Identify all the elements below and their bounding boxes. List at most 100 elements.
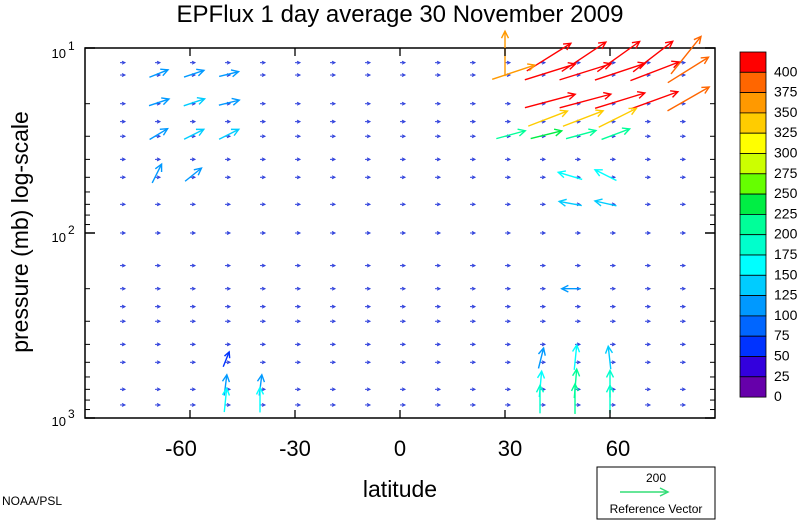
ep-flux-vector-head — [570, 382, 580, 392]
weak-vector — [260, 134, 267, 139]
weak-vector-head — [576, 263, 582, 268]
weak-vector-head — [331, 157, 337, 162]
weak-vector — [540, 286, 547, 291]
ep-flux-vector-head — [595, 109, 605, 118]
weak-vector — [435, 360, 442, 365]
ep-flux-vector — [537, 346, 546, 369]
weak-vector-head — [471, 231, 477, 235]
weak-vector — [540, 175, 547, 180]
weak-vector — [365, 387, 372, 392]
weak-vector — [540, 342, 547, 347]
colorbar-label: 100 — [774, 307, 798, 323]
weak-vector-head — [191, 157, 197, 162]
weak-vector-head — [331, 263, 337, 268]
weak-vector-head — [191, 319, 197, 324]
ep-flux-vector — [151, 162, 163, 184]
weak-vector — [400, 60, 407, 65]
weak-vector-head — [366, 231, 372, 235]
weak-vector — [435, 175, 442, 180]
weak-vector — [295, 101, 302, 106]
weak-vector — [330, 360, 337, 365]
weak-vector — [260, 202, 267, 207]
ep-flux-vector — [527, 109, 569, 127]
ep-flux-vector-shaft — [184, 167, 202, 182]
weak-vector — [540, 319, 547, 324]
ep-flux-vector-shaft — [667, 56, 709, 84]
ep-flux-vector — [496, 128, 527, 140]
weak-vector — [120, 202, 127, 207]
weak-vector-head — [121, 286, 127, 291]
weak-vector-head — [541, 402, 547, 407]
weak-vector — [295, 157, 302, 162]
weak-vector-head — [331, 231, 337, 235]
weak-vector-head — [506, 101, 512, 106]
weak-vector-head — [226, 231, 232, 235]
weak-vector — [190, 157, 197, 162]
weak-vector-head — [296, 73, 302, 77]
ep-flux-vector-head — [195, 128, 206, 137]
weak-vector — [680, 202, 687, 207]
weak-vector — [120, 175, 127, 180]
weak-vector — [680, 119, 687, 124]
weak-vector — [365, 73, 372, 77]
ep-flux-vector — [524, 92, 577, 109]
ep-flux-vector-head — [536, 369, 546, 379]
weak-vector — [190, 202, 197, 207]
weak-vector — [295, 263, 302, 268]
weak-vector-head — [646, 360, 652, 365]
weak-vector-head — [681, 304, 687, 309]
weak-vector — [505, 360, 512, 365]
weak-vector — [120, 263, 127, 268]
weak-vector — [330, 101, 337, 106]
weak-vector — [435, 231, 442, 235]
weak-vector-head — [436, 231, 442, 235]
ep-flux-vector-shaft — [148, 98, 170, 107]
weak-vector-head — [436, 402, 442, 407]
ep-flux-vector — [596, 40, 641, 73]
weak-vector — [365, 342, 372, 347]
weak-vector — [225, 304, 232, 309]
weak-vector-head — [226, 202, 232, 207]
weak-vector-head — [541, 231, 547, 235]
weak-vector-head — [646, 134, 652, 139]
colorbar-label: 200 — [774, 226, 798, 242]
x-tick-label: 0 — [394, 436, 406, 461]
weak-vector-head — [296, 387, 302, 392]
weak-vector-head — [436, 304, 442, 309]
weak-vector-head — [261, 175, 267, 180]
ep-flux-vector-head — [563, 42, 573, 51]
weak-vector-head — [296, 304, 302, 309]
weak-vector — [260, 157, 267, 162]
weak-vector-head — [331, 134, 337, 139]
chart-title: EPFlux 1 day average 30 November 2009 — [177, 1, 624, 28]
weak-vector — [365, 319, 372, 324]
weak-vector-head — [401, 319, 407, 324]
ep-flux-vector-shaft — [559, 200, 582, 207]
ep-flux-vector-head — [598, 41, 608, 50]
weak-vector — [365, 175, 372, 180]
weak-vector — [260, 286, 267, 291]
weak-vector — [260, 231, 267, 235]
weak-vector-head — [156, 304, 162, 309]
weak-vector — [540, 263, 547, 268]
colorbar-cell — [739, 92, 767, 114]
ep-flux-vector-head — [572, 367, 581, 377]
weak-vector-head — [681, 263, 687, 268]
ep-flux-vector-shaft — [632, 40, 674, 73]
weak-vector-head — [401, 119, 407, 124]
colorbar-cell — [739, 213, 767, 236]
weak-vector — [435, 202, 442, 207]
weak-vector — [225, 119, 232, 124]
ep-flux-vector — [594, 61, 647, 81]
colorbar: 4003753503253002752502252001751501251007… — [739, 51, 798, 404]
weak-vector — [155, 342, 162, 347]
weak-vector — [120, 134, 127, 139]
weak-vector-head — [226, 402, 232, 407]
ep-flux-vector-head — [628, 107, 638, 116]
ep-flux-vector-shaft — [218, 99, 240, 106]
weak-vector — [260, 60, 267, 65]
weak-vector-head — [611, 319, 617, 324]
weak-vector-head — [296, 286, 302, 291]
ep-flux-vector-shaft — [594, 62, 646, 81]
